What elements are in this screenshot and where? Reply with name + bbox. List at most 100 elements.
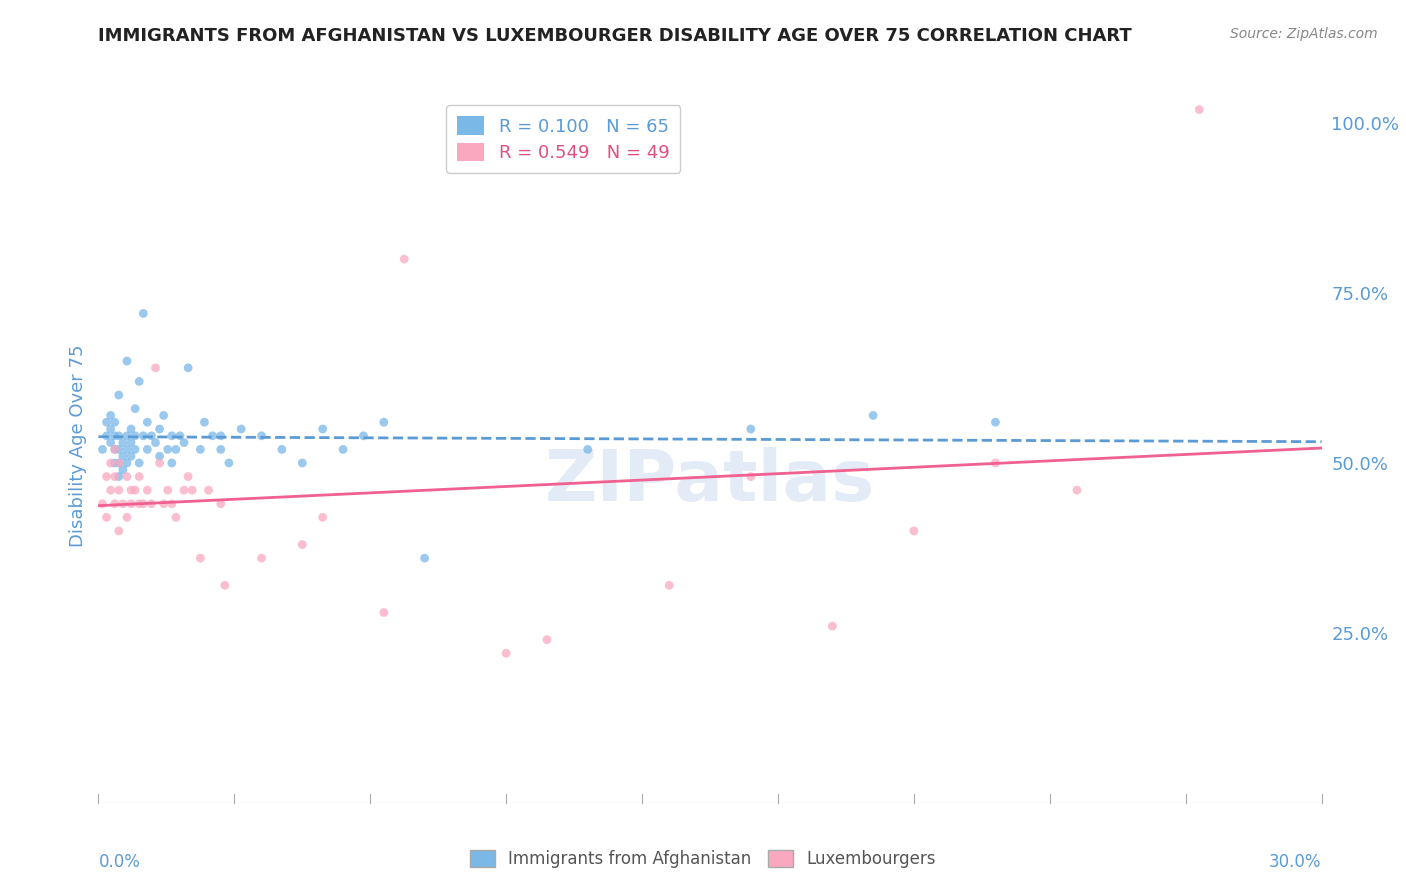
Point: [136, 442, 159, 457]
Point: [120, 483, 142, 498]
Text: ZIPatlas: ZIPatlas: [546, 447, 875, 516]
Point: [193, 415, 215, 429]
Point: [231, 422, 253, 436]
Point: [128, 469, 150, 483]
Point: [160, 429, 183, 443]
Point: [104, 456, 127, 470]
Point: [740, 422, 762, 436]
Point: [984, 415, 1007, 429]
Point: [156, 483, 179, 498]
Point: [104, 469, 127, 483]
Point: [128, 375, 150, 389]
Point: [108, 483, 131, 498]
Legend: R = 0.100   N = 65, R = 0.549   N = 49: R = 0.100 N = 65, R = 0.549 N = 49: [446, 105, 681, 173]
Point: [115, 456, 138, 470]
Point: [373, 606, 395, 620]
Point: [1066, 483, 1088, 498]
Point: [108, 456, 131, 470]
Point: [536, 632, 558, 647]
Point: [177, 360, 200, 375]
Point: [173, 483, 195, 498]
Point: [160, 497, 183, 511]
Point: [156, 442, 179, 457]
Point: [136, 415, 159, 429]
Point: [152, 497, 174, 511]
Point: [91, 442, 114, 457]
Point: [862, 409, 884, 423]
Point: [188, 442, 212, 457]
Y-axis label: Disability Age Over 75: Disability Age Over 75: [69, 344, 87, 548]
Point: [100, 435, 122, 450]
Point: [115, 442, 138, 457]
Point: [120, 435, 142, 450]
Point: [100, 456, 122, 470]
Point: [188, 551, 212, 566]
Point: [209, 429, 232, 443]
Point: [149, 422, 172, 436]
Point: [214, 578, 236, 592]
Point: [169, 429, 191, 443]
Point: [218, 456, 240, 470]
Point: [115, 510, 138, 524]
Point: [250, 551, 273, 566]
Point: [145, 435, 167, 450]
Point: [108, 469, 131, 483]
Point: [128, 456, 150, 470]
Point: [115, 354, 138, 368]
Point: [120, 497, 142, 511]
Point: [332, 442, 354, 457]
Point: [413, 551, 436, 566]
Point: [124, 401, 146, 416]
Point: [104, 497, 127, 511]
Point: [124, 483, 146, 498]
Point: [173, 435, 195, 450]
Point: [100, 483, 122, 498]
Point: [96, 429, 118, 443]
Point: [108, 524, 131, 538]
Point: [128, 497, 150, 511]
Point: [111, 449, 134, 463]
Point: [1188, 103, 1211, 117]
Point: [104, 415, 127, 429]
Point: [209, 442, 232, 457]
Point: [197, 483, 219, 498]
Point: [149, 456, 172, 470]
Point: [160, 456, 183, 470]
Point: [108, 456, 131, 470]
Point: [141, 497, 163, 511]
Text: IMMIGRANTS FROM AFGHANISTAN VS LUXEMBOURGER DISABILITY AGE OVER 75 CORRELATION C: IMMIGRANTS FROM AFGHANISTAN VS LUXEMBOUR…: [98, 27, 1132, 45]
Point: [145, 360, 167, 375]
Point: [250, 429, 273, 443]
Point: [903, 524, 925, 538]
Point: [96, 469, 118, 483]
Text: 30.0%: 30.0%: [1270, 853, 1322, 871]
Point: [177, 469, 200, 483]
Point: [115, 429, 138, 443]
Point: [181, 483, 204, 498]
Point: [132, 497, 155, 511]
Legend: Immigrants from Afghanistan, Luxembourgers: Immigrants from Afghanistan, Luxembourge…: [464, 843, 942, 875]
Point: [104, 429, 127, 443]
Point: [120, 449, 142, 463]
Point: [115, 469, 138, 483]
Point: [291, 537, 314, 551]
Point: [576, 442, 599, 457]
Point: [141, 429, 163, 443]
Point: [165, 442, 187, 457]
Point: [111, 435, 134, 450]
Point: [108, 429, 131, 443]
Point: [352, 429, 374, 443]
Point: [291, 456, 314, 470]
Text: Source: ZipAtlas.com: Source: ZipAtlas.com: [1230, 27, 1378, 41]
Point: [312, 510, 335, 524]
Point: [108, 388, 131, 402]
Point: [91, 497, 114, 511]
Point: [100, 409, 122, 423]
Point: [120, 422, 142, 436]
Point: [149, 449, 172, 463]
Point: [984, 456, 1007, 470]
Point: [132, 306, 155, 320]
Text: 0.0%: 0.0%: [98, 853, 141, 871]
Point: [136, 483, 159, 498]
Point: [111, 497, 134, 511]
